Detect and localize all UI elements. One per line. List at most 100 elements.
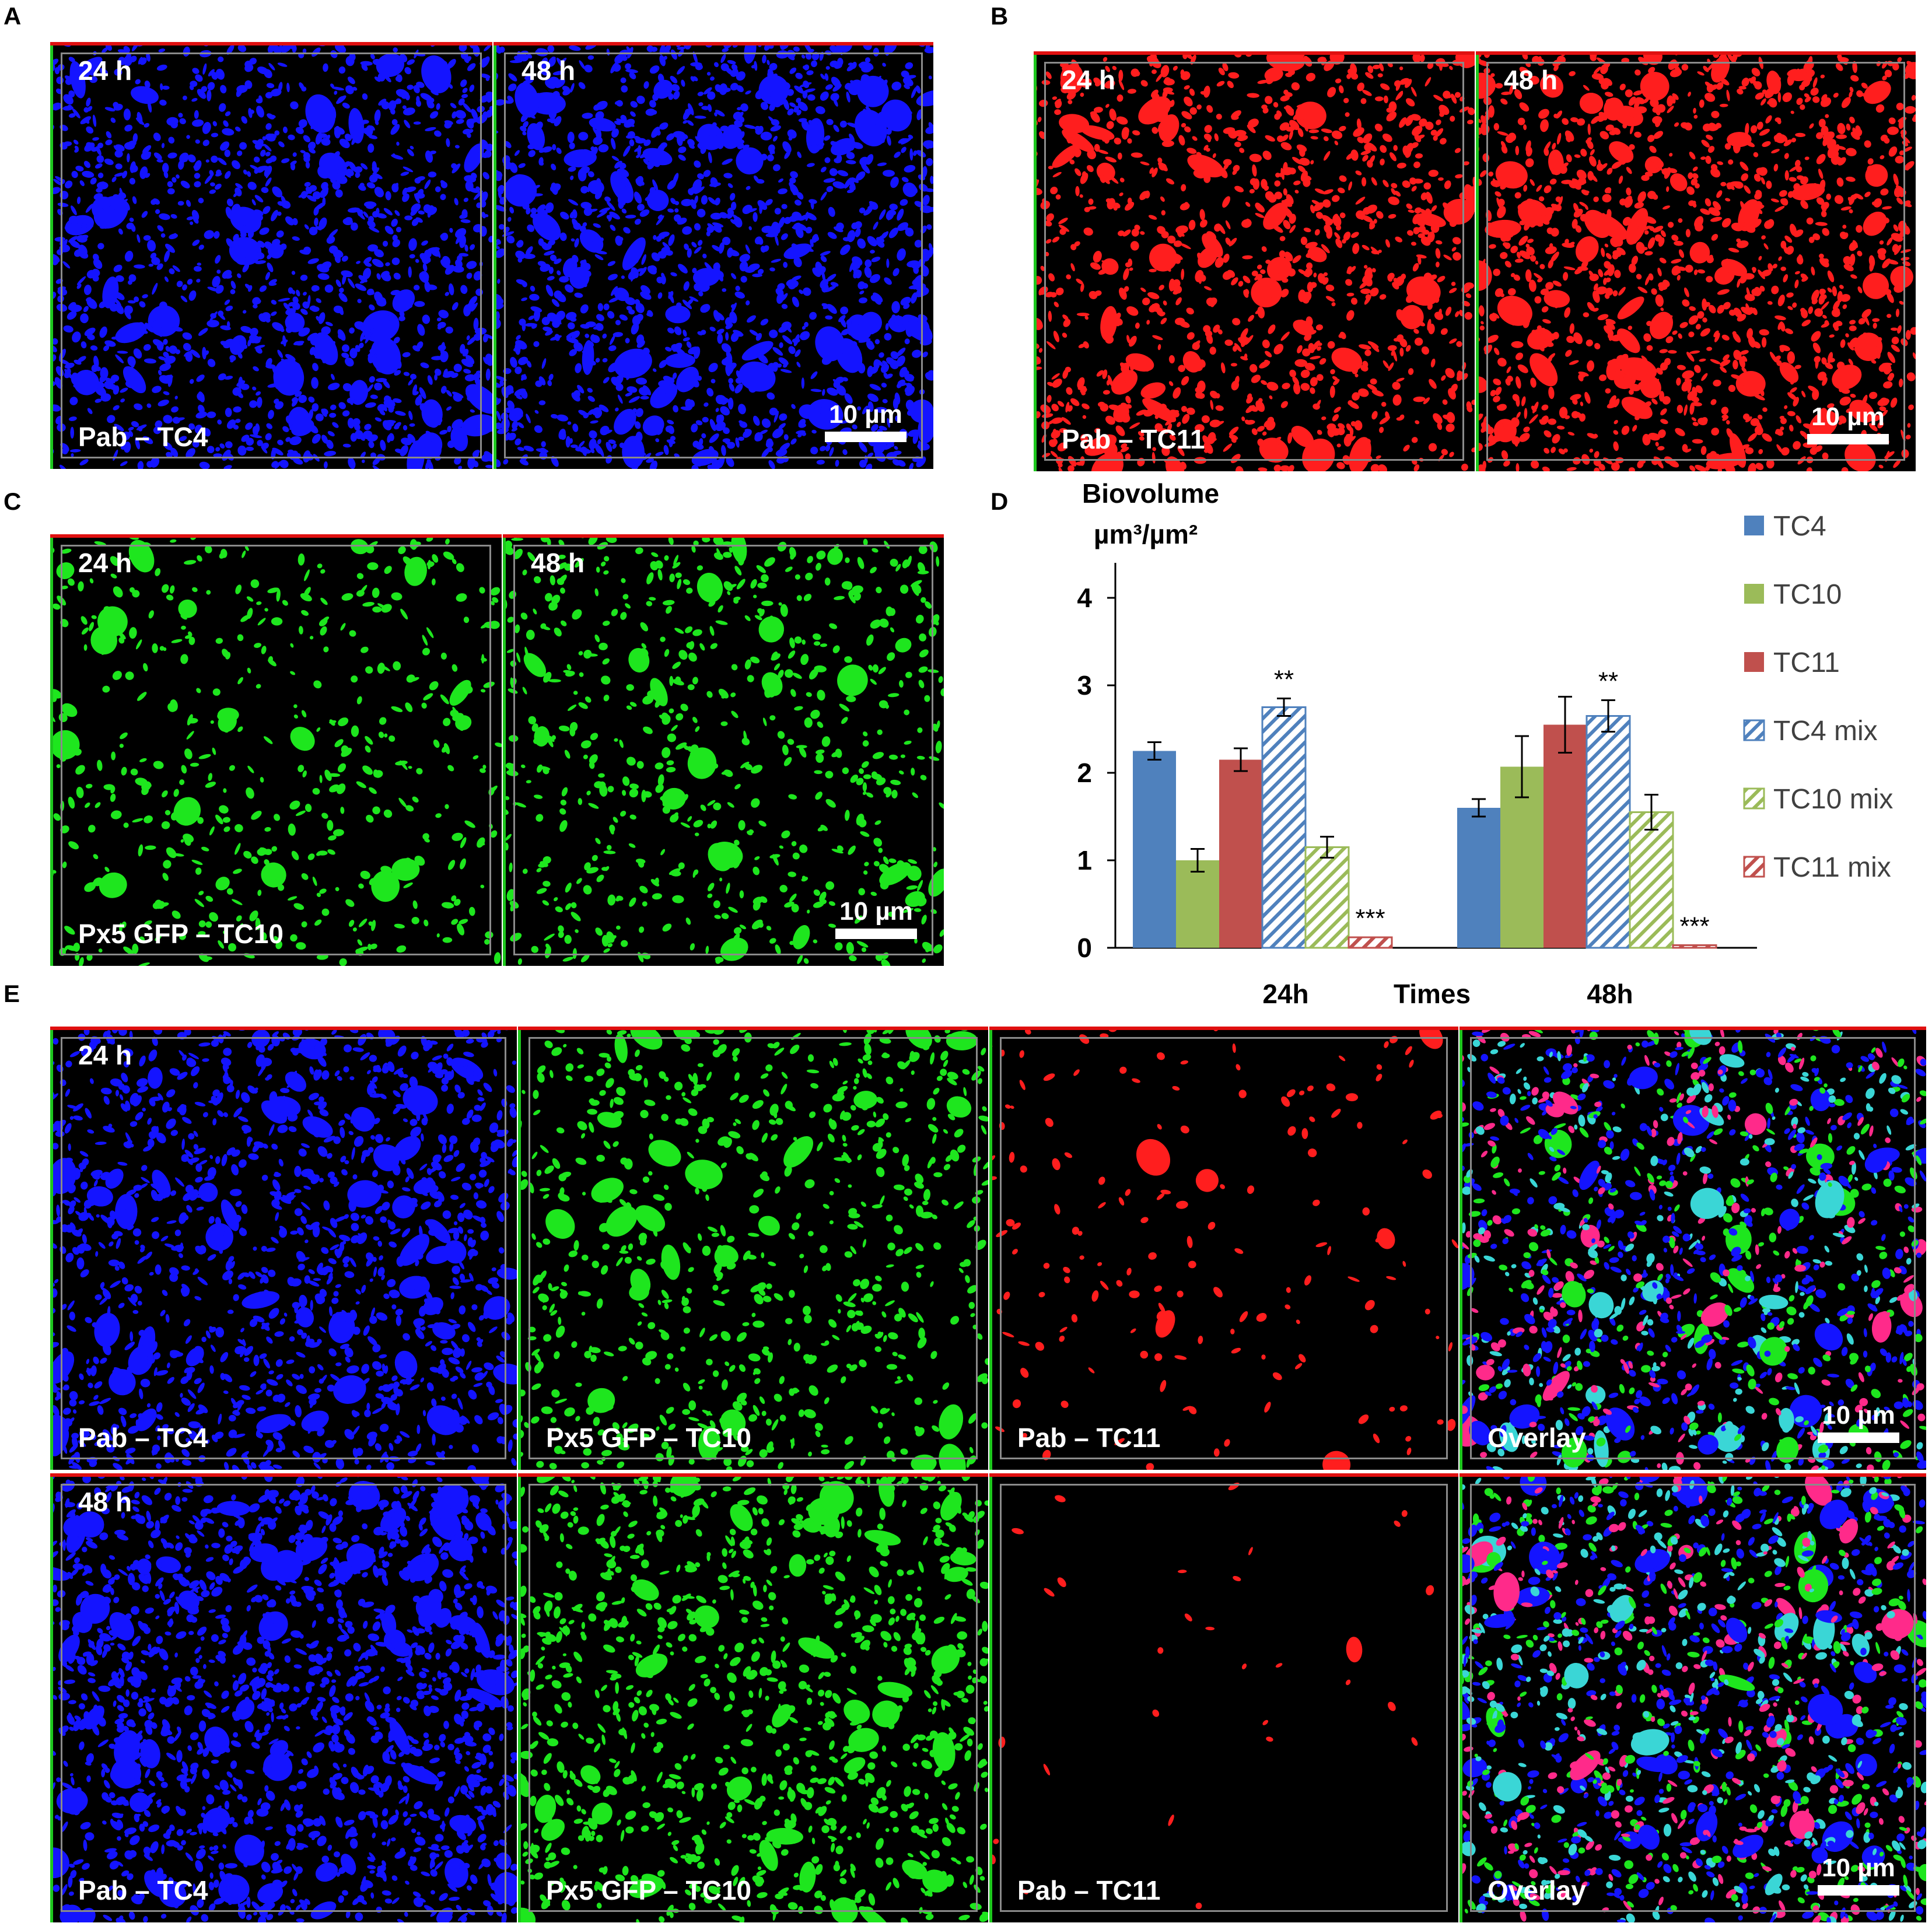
blob bbox=[1699, 358, 1706, 362]
micrograph-b-24h: 24 h Pab – TC11 bbox=[1034, 51, 1475, 471]
blob bbox=[1119, 362, 1129, 372]
blob bbox=[1443, 198, 1474, 225]
blob bbox=[739, 421, 748, 428]
blob bbox=[833, 98, 838, 107]
blob bbox=[725, 332, 729, 341]
blob bbox=[105, 139, 113, 146]
blob bbox=[115, 163, 123, 170]
blob bbox=[1401, 274, 1406, 280]
blob bbox=[810, 138, 818, 146]
blob bbox=[1101, 260, 1114, 266]
blob bbox=[1811, 267, 1815, 276]
blob bbox=[1849, 320, 1856, 325]
blob bbox=[598, 144, 609, 153]
blob bbox=[881, 383, 887, 388]
blob bbox=[219, 103, 226, 112]
blob bbox=[541, 358, 547, 369]
blob bbox=[1047, 381, 1054, 387]
blob bbox=[1395, 90, 1404, 101]
blob bbox=[874, 451, 886, 462]
blob bbox=[820, 142, 825, 146]
blob bbox=[1725, 198, 1731, 202]
blob bbox=[1748, 463, 1756, 471]
blob bbox=[666, 133, 675, 141]
blob bbox=[1225, 220, 1231, 230]
blob bbox=[748, 384, 757, 393]
blob bbox=[1430, 129, 1437, 136]
blob bbox=[369, 174, 378, 183]
blob bbox=[1614, 269, 1621, 278]
blob bbox=[625, 338, 630, 344]
blob bbox=[1330, 369, 1335, 374]
blob bbox=[1413, 464, 1420, 471]
blob bbox=[1088, 290, 1098, 299]
blob bbox=[321, 138, 331, 146]
blob bbox=[1314, 188, 1325, 194]
blob bbox=[794, 199, 802, 206]
blob bbox=[1541, 306, 1549, 313]
blob bbox=[1338, 423, 1345, 429]
blob bbox=[1651, 379, 1660, 388]
blob bbox=[271, 209, 278, 222]
blob bbox=[794, 85, 804, 94]
blob bbox=[326, 236, 335, 244]
blob bbox=[1558, 448, 1565, 455]
blob bbox=[395, 411, 406, 416]
blob bbox=[656, 142, 666, 155]
blob bbox=[1268, 324, 1276, 334]
blob bbox=[615, 174, 623, 184]
blob bbox=[172, 265, 180, 272]
blob bbox=[1352, 392, 1360, 401]
blob bbox=[1394, 190, 1401, 197]
blob bbox=[1845, 333, 1849, 338]
blob bbox=[826, 185, 834, 192]
blob bbox=[345, 85, 354, 94]
blob bbox=[869, 274, 881, 283]
blob bbox=[260, 313, 264, 318]
blob bbox=[760, 318, 769, 325]
blob bbox=[830, 141, 836, 146]
blob bbox=[1580, 401, 1584, 407]
blob bbox=[556, 310, 566, 320]
blob bbox=[1561, 180, 1573, 184]
blob bbox=[607, 311, 615, 319]
blob bbox=[1685, 264, 1693, 273]
blob bbox=[374, 187, 384, 198]
blob bbox=[1127, 138, 1132, 144]
blob bbox=[1449, 288, 1457, 293]
blob bbox=[706, 388, 714, 397]
blob bbox=[926, 224, 932, 230]
blob bbox=[559, 430, 566, 440]
blob bbox=[670, 198, 676, 204]
blob bbox=[846, 64, 855, 72]
blob bbox=[257, 139, 264, 146]
blob bbox=[1549, 178, 1557, 185]
blob bbox=[1202, 233, 1223, 258]
blob bbox=[1528, 75, 1539, 85]
blob bbox=[128, 300, 136, 304]
blob bbox=[250, 328, 258, 337]
blob bbox=[1461, 463, 1468, 471]
blob bbox=[542, 146, 552, 153]
blob bbox=[468, 265, 472, 269]
blob bbox=[709, 327, 716, 332]
blob bbox=[1334, 141, 1339, 146]
blob bbox=[579, 225, 586, 233]
blob bbox=[1614, 398, 1620, 408]
blob bbox=[1065, 401, 1070, 413]
blob bbox=[195, 139, 200, 144]
blob bbox=[1088, 198, 1094, 205]
blob bbox=[1192, 340, 1200, 349]
blob bbox=[878, 241, 885, 248]
blob bbox=[574, 238, 579, 248]
blob bbox=[746, 300, 750, 306]
blob bbox=[1276, 110, 1282, 117]
blob bbox=[747, 315, 756, 323]
blob bbox=[1442, 399, 1448, 405]
blob bbox=[1693, 107, 1696, 114]
blob bbox=[1038, 99, 1048, 107]
blob bbox=[1664, 358, 1671, 366]
blob bbox=[485, 353, 492, 366]
blob bbox=[1446, 423, 1455, 432]
blob bbox=[1178, 365, 1185, 372]
